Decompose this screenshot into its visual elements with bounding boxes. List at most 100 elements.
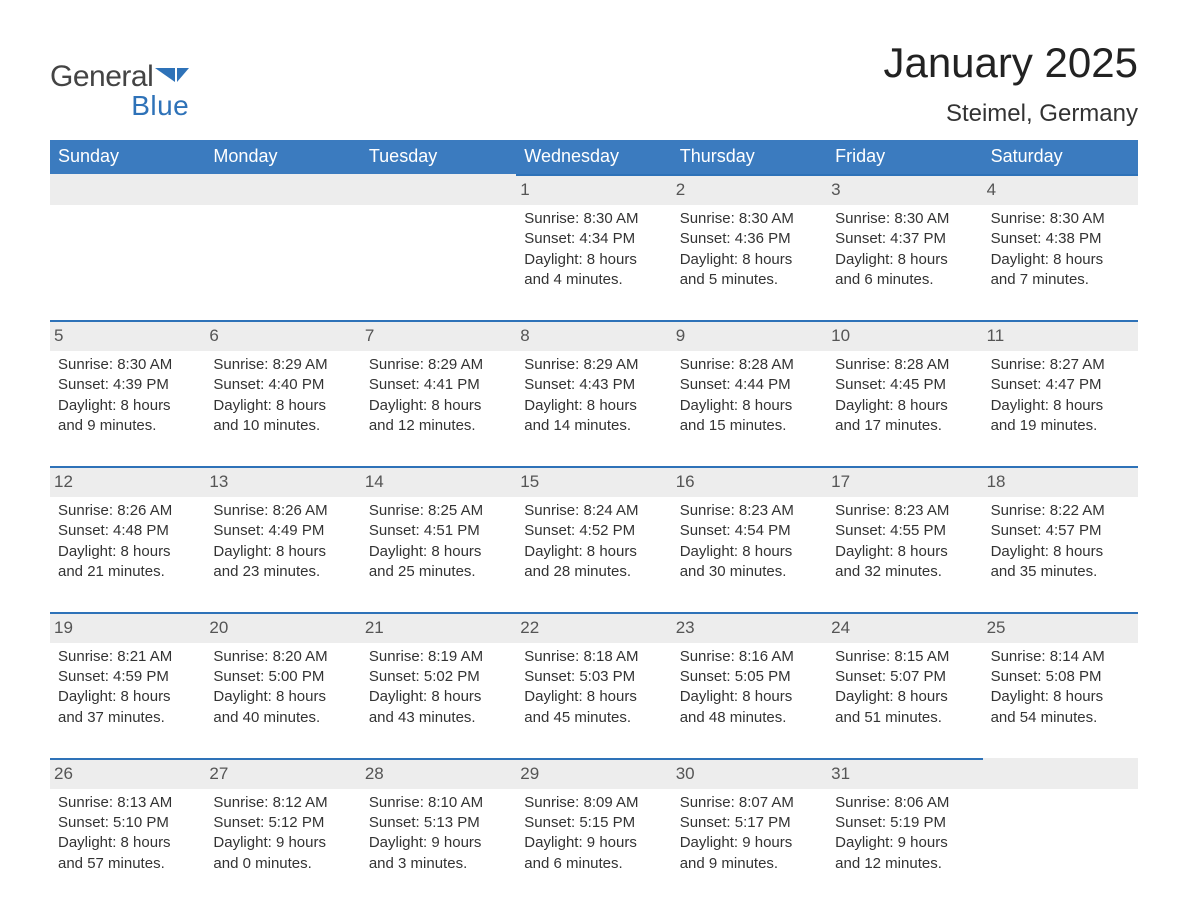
sunset-line: Sunset: 4:43 PM	[524, 375, 665, 395]
daylight-line: Daylight: 8 hours and 14 minutes.	[524, 396, 665, 437]
day-body: Sunrise: 8:21 AMSunset: 4:59 PMDaylight:…	[56, 647, 199, 728]
sunset-line: Sunset: 5:13 PM	[369, 813, 510, 833]
day-cell: 23Sunrise: 8:16 AMSunset: 5:05 PMDayligh…	[672, 612, 827, 746]
weekday-cell: Sunday	[50, 140, 205, 174]
sunset-line: Sunset: 4:36 PM	[680, 229, 821, 249]
brand-word-blue: Blue	[131, 92, 189, 120]
week-row: 5Sunrise: 8:30 AMSunset: 4:39 PMDaylight…	[50, 320, 1138, 454]
day-number	[361, 174, 516, 205]
calendar-grid: SundayMondayTuesdayWednesdayThursdayFrid…	[50, 140, 1138, 892]
daylight-line: Daylight: 8 hours and 48 minutes.	[680, 687, 821, 728]
day-number: 27	[205, 758, 360, 789]
day-number: 2	[672, 174, 827, 205]
day-cell: 7 Sunrise: 8:29 AMSunset: 4:41 PMDaylight…	[361, 320, 516, 454]
sunrise-line: Sunrise: 8:12 AM	[213, 793, 354, 813]
week-row: 1Sunrise: 8:30 AMSunset: 4:34 PMDaylight…	[50, 174, 1138, 308]
sunset-line: Sunset: 5:02 PM	[369, 667, 510, 687]
sunrise-line: Sunrise: 8:28 AM	[835, 355, 976, 375]
day-cell: 2 Sunrise: 8:30 AMSunset: 4:36 PMDaylight…	[672, 174, 827, 308]
day-number: 17	[827, 466, 982, 497]
day-cell: 30Sunrise: 8:07 AMSunset: 5:17 PMDayligh…	[672, 758, 827, 892]
sunset-line: Sunset: 4:37 PM	[835, 229, 976, 249]
brand-word-general: General	[50, 62, 153, 92]
day-body: Sunrise: 8:30 AMSunset: 4:36 PMDaylight:…	[678, 209, 821, 290]
sunrise-line: Sunrise: 8:22 AM	[991, 501, 1132, 521]
sunset-line: Sunset: 4:44 PM	[680, 375, 821, 395]
month-title: January 2025	[883, 40, 1138, 86]
daylight-line: Daylight: 8 hours and 10 minutes.	[213, 396, 354, 437]
day-number: 7	[361, 320, 516, 351]
day-number: 12	[50, 466, 205, 497]
sunrise-line: Sunrise: 8:30 AM	[680, 209, 821, 229]
day-cell: 24Sunrise: 8:15 AMSunset: 5:07 PMDayligh…	[827, 612, 982, 746]
day-cell: 1Sunrise: 8:30 AMSunset: 4:34 PMDaylight…	[516, 174, 671, 308]
day-body: Sunrise: 8:10 AMSunset: 5:13 PMDaylight:…	[367, 793, 510, 874]
sunrise-line: Sunrise: 8:21 AM	[58, 647, 199, 667]
daylight-line: Daylight: 8 hours and 9 minutes.	[58, 396, 199, 437]
daylight-line: Daylight: 8 hours and 54 minutes.	[991, 687, 1132, 728]
day-cell: 25Sunrise: 8:14 AMSunset: 5:08 PMDayligh…	[983, 612, 1138, 746]
sunset-line: Sunset: 4:34 PM	[524, 229, 665, 249]
day-body: Sunrise: 8:26 AMSunset: 4:48 PMDaylight:…	[56, 501, 199, 582]
sunset-line: Sunset: 4:48 PM	[58, 521, 199, 541]
sunrise-line: Sunrise: 8:23 AM	[680, 501, 821, 521]
sunset-line: Sunset: 4:57 PM	[991, 521, 1132, 541]
day-number: 21	[361, 612, 516, 643]
sunset-line: Sunset: 4:54 PM	[680, 521, 821, 541]
day-number: 4	[983, 174, 1138, 205]
day-number: 10	[827, 320, 982, 351]
day-body: Sunrise: 8:12 AMSunset: 5:12 PMDaylight:…	[211, 793, 354, 874]
daylight-line: Daylight: 9 hours and 0 minutes.	[213, 833, 354, 874]
daylight-line: Daylight: 8 hours and 6 minutes.	[835, 250, 976, 291]
day-body: Sunrise: 8:30 AMSunset: 4:37 PMDaylight:…	[833, 209, 976, 290]
day-body: Sunrise: 8:26 AMSunset: 4:49 PMDaylight:…	[211, 501, 354, 582]
day-body: Sunrise: 8:18 AMSunset: 5:03 PMDaylight:…	[522, 647, 665, 728]
day-number: 25	[983, 612, 1138, 643]
sunset-line: Sunset: 4:51 PM	[369, 521, 510, 541]
sunset-line: Sunset: 5:15 PM	[524, 813, 665, 833]
sunset-line: Sunset: 4:52 PM	[524, 521, 665, 541]
sunset-line: Sunset: 5:12 PM	[213, 813, 354, 833]
day-number: 3	[827, 174, 982, 205]
sunrise-line: Sunrise: 8:18 AM	[524, 647, 665, 667]
weekday-cell: Tuesday	[361, 140, 516, 174]
week-row: 26Sunrise: 8:13 AMSunset: 5:10 PMDayligh…	[50, 758, 1138, 892]
day-cell: 4Sunrise: 8:30 AMSunset: 4:38 PMDaylight…	[983, 174, 1138, 308]
daylight-line: Daylight: 9 hours and 6 minutes.	[524, 833, 665, 874]
day-body: Sunrise: 8:25 AMSunset: 4:51 PMDaylight:…	[367, 501, 510, 582]
day-cell: 8Sunrise: 8:29 AMSunset: 4:43 PMDaylight…	[516, 320, 671, 454]
day-body: Sunrise: 8:13 AMSunset: 5:10 PMDaylight:…	[56, 793, 199, 874]
day-cell: 13 Sunrise: 8:26 AMSunset: 4:49 PMDayligh…	[205, 466, 360, 600]
day-body: Sunrise: 8:09 AMSunset: 5:15 PMDaylight:…	[522, 793, 665, 874]
day-number: 13	[205, 466, 360, 497]
week-row: 19Sunrise: 8:21 AMSunset: 4:59 PMDayligh…	[50, 612, 1138, 746]
sunset-line: Sunset: 5:07 PM	[835, 667, 976, 687]
sunset-line: Sunset: 4:40 PM	[213, 375, 354, 395]
day-number: 23	[672, 612, 827, 643]
day-number	[50, 174, 205, 205]
sunrise-line: Sunrise: 8:23 AM	[835, 501, 976, 521]
daylight-line: Daylight: 8 hours and 4 minutes.	[524, 250, 665, 291]
sunrise-line: Sunrise: 8:30 AM	[991, 209, 1132, 229]
day-number: 28	[361, 758, 516, 789]
daylight-line: Daylight: 8 hours and 7 minutes.	[991, 250, 1132, 291]
day-number: 11	[983, 320, 1138, 351]
day-number: 6	[205, 320, 360, 351]
sunset-line: Sunset: 5:00 PM	[213, 667, 354, 687]
sunrise-line: Sunrise: 8:24 AM	[524, 501, 665, 521]
day-number: 9	[672, 320, 827, 351]
day-body: Sunrise: 8:29 AMSunset: 4:41 PMDaylight:…	[367, 355, 510, 436]
brand-logo-text: General Blue	[50, 62, 189, 120]
daylight-line: Daylight: 8 hours and 43 minutes.	[369, 687, 510, 728]
day-body: Sunrise: 8:29 AMSunset: 4:43 PMDaylight:…	[522, 355, 665, 436]
day-cell: 14Sunrise: 8:25 AMSunset: 4:51 PMDayligh…	[361, 466, 516, 600]
day-cell: 19Sunrise: 8:21 AMSunset: 4:59 PMDayligh…	[50, 612, 205, 746]
weekday-cell: Thursday	[672, 140, 827, 174]
day-cell	[205, 174, 360, 308]
day-body: Sunrise: 8:15 AMSunset: 5:07 PMDaylight:…	[833, 647, 976, 728]
daylight-line: Daylight: 8 hours and 25 minutes.	[369, 542, 510, 583]
day-body: Sunrise: 8:30 AMSunset: 4:39 PMDaylight:…	[56, 355, 199, 436]
weekday-cell: Saturday	[983, 140, 1138, 174]
sunrise-line: Sunrise: 8:29 AM	[524, 355, 665, 375]
weekday-header-row: SundayMondayTuesdayWednesdayThursdayFrid…	[50, 140, 1138, 174]
